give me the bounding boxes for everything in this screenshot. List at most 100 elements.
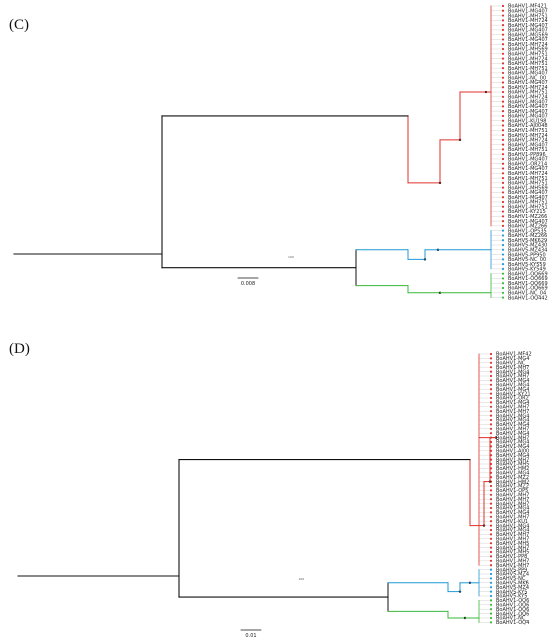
tip-marker bbox=[501, 215, 505, 218]
tip-label: BoAHV1-MF421 bbox=[508, 4, 547, 10]
tip-label: BoAHV5-KY559 bbox=[508, 262, 546, 268]
tip-label: BoAHV1-MH724 bbox=[508, 85, 548, 91]
tip-marker bbox=[489, 427, 493, 430]
tip-marker bbox=[501, 162, 505, 165]
tip-label: BoAHV1-MG4 bbox=[496, 471, 529, 477]
tip-label: BoAHV5-MZ4 bbox=[496, 572, 529, 578]
tip-label: BoAHV1-MG4 bbox=[496, 413, 529, 419]
tip-label: BoAHV1-OQ6 bbox=[496, 598, 529, 604]
tip-marker bbox=[489, 357, 493, 360]
tip-marker bbox=[489, 432, 493, 435]
tip-label: BoAHV1-OQ669 bbox=[508, 271, 548, 277]
tip-marker bbox=[501, 90, 505, 94]
tip-marker bbox=[489, 537, 493, 540]
tip-marker bbox=[489, 370, 493, 373]
tip-marker bbox=[501, 129, 505, 132]
tip-label: BoAHV1-MG407 bbox=[508, 37, 548, 43]
tip-marker bbox=[489, 590, 493, 593]
tip-marker bbox=[489, 520, 493, 523]
tip-label: BoAHV1-MG4 bbox=[496, 422, 529, 428]
tip-marker bbox=[489, 414, 493, 417]
tip-label: BoAHV1-MG407 bbox=[508, 80, 548, 86]
tip-label: BoAHV1-MZ266 bbox=[508, 224, 547, 230]
tip-label: BoAHV1-MH751 bbox=[508, 181, 548, 187]
tip-marker bbox=[501, 176, 505, 180]
tip-marker bbox=[489, 564, 493, 567]
tip-marker bbox=[489, 603, 493, 606]
tip-marker bbox=[489, 612, 493, 615]
tip-marker bbox=[501, 133, 505, 137]
tip-marker bbox=[501, 248, 505, 251]
tip-label: BoAHV1-MH7 bbox=[496, 563, 529, 569]
tip-label: BoAHV1-MH7 bbox=[496, 365, 529, 371]
tip-label: BoAHV1-MG4 bbox=[496, 440, 529, 446]
tip-label: BoAHV1-MH724 bbox=[508, 171, 548, 177]
tip-marker bbox=[489, 594, 493, 598]
tip-marker bbox=[501, 57, 505, 60]
tip-label: BoAHV1-KU198 bbox=[508, 118, 546, 124]
tip-marker bbox=[501, 124, 505, 127]
tip-label: BoAHV1-MG569 bbox=[508, 32, 548, 38]
tip-label: BoAHV1-MH751 bbox=[508, 147, 548, 153]
tip-label: BoAHV1-KY21 bbox=[496, 391, 531, 397]
bootstrap-label: 100 bbox=[299, 577, 305, 581]
tip-marker bbox=[489, 528, 493, 532]
tip-marker bbox=[501, 253, 505, 256]
tip-marker bbox=[489, 581, 493, 584]
tip-label: BoAHV1-MH7 bbox=[496, 559, 529, 565]
tip-marker bbox=[489, 511, 493, 514]
tip-marker bbox=[501, 210, 505, 213]
tip-label: BoAHV1-OQ669 bbox=[508, 281, 548, 287]
tip-marker bbox=[501, 119, 505, 122]
tip-label: BoAHV1-MH751 bbox=[508, 204, 548, 210]
tip-label: BoAHV1-MG4 bbox=[496, 378, 529, 384]
bootstrap-label: 100 bbox=[288, 255, 294, 259]
tip-marker bbox=[489, 388, 493, 391]
tip-label: BoAHV1-MH751 bbox=[508, 61, 548, 67]
tip-label: BoAHV1-MH751 bbox=[508, 52, 548, 58]
tip-label: BoAHV1-MH751 bbox=[508, 66, 548, 72]
tip-label: BoAHV1-MH7 bbox=[496, 405, 529, 411]
tip-marker bbox=[489, 493, 493, 496]
tip-marker bbox=[489, 506, 493, 510]
tip-label: BoAHV5-MZ430 bbox=[508, 243, 547, 249]
tip-marker bbox=[501, 95, 505, 98]
tip-marker bbox=[501, 200, 505, 204]
tip-label: BoAHV1-MH751 bbox=[508, 176, 548, 182]
tip-marker bbox=[489, 515, 493, 518]
tip-label: BoAHV1-MG4 bbox=[496, 369, 529, 375]
tip-label: BoAHV1-OP5 bbox=[496, 488, 528, 494]
tip-label: BoAHV1-MG407 bbox=[508, 114, 548, 120]
tip-label: BoAHV1-MH7 bbox=[496, 515, 529, 521]
tip-label: BoAHV1-PP896 bbox=[508, 152, 546, 158]
tip-label: BoAHV1-MH7 bbox=[496, 497, 529, 503]
tip-label: BoAHV1-MZ2 bbox=[496, 475, 529, 481]
tip-label: BoAHV1-OQ442 bbox=[508, 295, 548, 301]
tip-label: BoAHV5-MZ434 bbox=[508, 247, 547, 253]
tip-marker bbox=[501, 277, 505, 280]
tip-marker bbox=[501, 196, 505, 199]
tip-label: BoAHV1-MZ2 bbox=[496, 484, 529, 490]
tip-marker bbox=[501, 86, 505, 89]
tip-label: BoAHV1-MH751 bbox=[508, 90, 548, 96]
tip-label: BoAHV1-MH724 bbox=[508, 95, 548, 101]
tip-marker bbox=[501, 186, 505, 189]
tip-label: BoAHV1-MF42 bbox=[496, 352, 532, 358]
tip-label: BoAHV1-HM2 bbox=[496, 479, 529, 485]
tip-label: BoAHV1-MH5 bbox=[496, 541, 529, 547]
tip-label: BoAHV1-MG4 bbox=[496, 400, 529, 406]
tip-marker bbox=[501, 52, 505, 55]
tip-label: BoAHV1-MG407 bbox=[508, 104, 548, 110]
tip-label: BoAHV1-MG407 bbox=[508, 8, 548, 14]
tip-marker bbox=[501, 291, 505, 294]
tip-label: BoAHV1-MG407 bbox=[508, 99, 548, 105]
tip-label: BoAHV1-OR214 bbox=[508, 161, 547, 167]
tip-label: BoAHV1-MG407 bbox=[508, 142, 548, 148]
tip-marker bbox=[489, 396, 493, 400]
tip-label: BoAHV1-MH7 bbox=[496, 501, 529, 507]
tip-marker bbox=[501, 62, 505, 65]
tip-marker bbox=[501, 138, 505, 141]
tip-label: BoAHV1-MH724 bbox=[508, 133, 548, 139]
